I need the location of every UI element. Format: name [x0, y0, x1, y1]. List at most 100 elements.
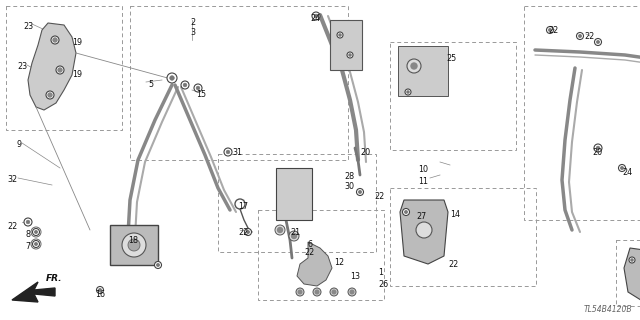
Circle shape	[99, 288, 102, 292]
Polygon shape	[400, 200, 448, 264]
Circle shape	[183, 83, 187, 87]
Text: 10: 10	[418, 165, 428, 174]
Circle shape	[313, 288, 321, 296]
Text: TL54B4120B: TL54B4120B	[584, 305, 632, 314]
Circle shape	[58, 68, 62, 72]
Circle shape	[53, 38, 57, 42]
Circle shape	[403, 209, 410, 215]
Circle shape	[349, 54, 351, 56]
Circle shape	[547, 27, 554, 34]
Circle shape	[33, 228, 40, 236]
Circle shape	[315, 290, 319, 294]
Circle shape	[226, 150, 230, 154]
Circle shape	[33, 241, 40, 247]
Text: 6: 6	[308, 240, 313, 249]
Text: 22: 22	[374, 192, 384, 201]
Circle shape	[24, 218, 32, 226]
Text: 25: 25	[446, 54, 456, 63]
Text: 19: 19	[72, 70, 82, 79]
Circle shape	[275, 225, 285, 235]
Text: 27: 27	[417, 212, 427, 221]
Text: 8: 8	[25, 230, 30, 239]
Circle shape	[26, 220, 30, 224]
Text: 22: 22	[238, 228, 248, 237]
Circle shape	[579, 35, 582, 37]
Text: 19: 19	[72, 38, 82, 47]
Circle shape	[330, 288, 338, 296]
Circle shape	[337, 32, 343, 38]
Circle shape	[235, 199, 245, 209]
Circle shape	[97, 286, 104, 293]
Circle shape	[405, 89, 411, 95]
Circle shape	[170, 76, 174, 80]
Text: 18: 18	[128, 236, 138, 245]
Circle shape	[224, 148, 232, 156]
Bar	[390, 188, 536, 286]
Text: 7: 7	[25, 242, 30, 251]
Text: 24: 24	[622, 168, 632, 177]
Circle shape	[577, 33, 584, 39]
Circle shape	[167, 73, 177, 83]
Text: 21: 21	[290, 228, 300, 237]
Circle shape	[48, 93, 52, 97]
Bar	[276, 168, 312, 220]
Text: 23: 23	[18, 62, 28, 71]
Circle shape	[56, 66, 64, 74]
Text: 22: 22	[584, 32, 595, 41]
Circle shape	[595, 38, 602, 45]
Text: 11: 11	[418, 177, 428, 186]
Circle shape	[156, 263, 159, 267]
Circle shape	[596, 40, 600, 44]
Circle shape	[48, 93, 52, 97]
Polygon shape	[12, 282, 55, 302]
Circle shape	[122, 233, 146, 257]
Circle shape	[35, 243, 38, 245]
Text: 2: 2	[190, 18, 195, 27]
Circle shape	[348, 288, 356, 296]
Text: 31: 31	[232, 148, 242, 157]
Text: 1: 1	[378, 268, 383, 277]
Bar	[110, 225, 158, 265]
Bar	[398, 46, 448, 96]
Circle shape	[350, 290, 354, 294]
Text: 12: 12	[334, 258, 344, 267]
Circle shape	[411, 63, 417, 69]
Circle shape	[404, 211, 408, 213]
Circle shape	[46, 91, 54, 99]
Bar	[258, 210, 384, 300]
Circle shape	[196, 86, 200, 90]
Text: 3: 3	[190, 28, 195, 37]
Circle shape	[332, 290, 336, 294]
Text: 28: 28	[344, 172, 354, 181]
Text: 14: 14	[450, 210, 460, 219]
Circle shape	[629, 257, 635, 263]
Text: 22: 22	[448, 260, 458, 269]
Circle shape	[154, 261, 161, 268]
Circle shape	[618, 164, 625, 172]
Text: 22: 22	[8, 222, 18, 231]
Bar	[130, 6, 348, 160]
Text: 5: 5	[148, 80, 153, 89]
Polygon shape	[624, 248, 640, 302]
Circle shape	[291, 234, 296, 238]
Bar	[616, 240, 640, 306]
Text: 13: 13	[350, 272, 360, 281]
Circle shape	[58, 68, 62, 72]
Bar	[218, 154, 376, 252]
Circle shape	[314, 14, 318, 18]
Text: 32: 32	[8, 175, 18, 184]
Bar	[524, 6, 640, 220]
Circle shape	[358, 190, 362, 194]
Polygon shape	[28, 23, 76, 110]
Text: 24: 24	[310, 14, 320, 23]
Circle shape	[596, 146, 600, 150]
Text: 17: 17	[238, 202, 248, 211]
Text: 26: 26	[378, 280, 388, 289]
Circle shape	[35, 230, 38, 234]
Bar	[6, 6, 122, 130]
Circle shape	[406, 91, 410, 93]
Text: 23: 23	[23, 22, 33, 31]
Circle shape	[339, 34, 341, 36]
Bar	[330, 20, 362, 70]
Circle shape	[51, 36, 59, 44]
